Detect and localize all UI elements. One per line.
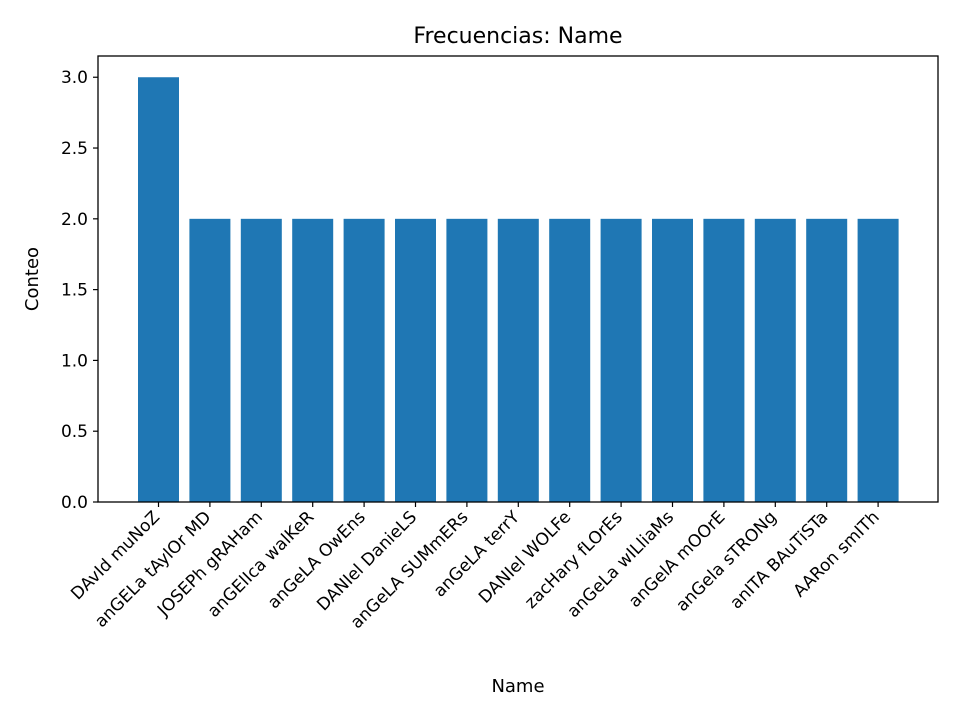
bar — [857, 218, 899, 503]
x-axis-label: Name — [491, 676, 544, 697]
y-axis: 0.0 0.5 1.0 1.5 2.0 2.5 3.0 — [61, 68, 98, 513]
y-tick-label: 0.0 — [61, 493, 88, 513]
bar — [497, 218, 539, 503]
bar — [395, 218, 436, 503]
bar — [189, 218, 231, 503]
bar — [754, 218, 796, 503]
bar — [652, 218, 693, 503]
y-axis-label: Conteo — [22, 247, 43, 311]
bar — [703, 218, 745, 503]
y-tick-label: 1.5 — [61, 281, 88, 301]
bar — [343, 218, 385, 503]
bar — [240, 218, 282, 503]
bar — [138, 77, 179, 502]
x-tick-label: DAvId muNoZ — [67, 507, 164, 604]
y-tick-label: 0.5 — [61, 422, 88, 442]
bar — [549, 218, 591, 503]
bar — [446, 218, 488, 503]
bar — [292, 218, 334, 503]
y-tick-label: 1.0 — [61, 351, 88, 371]
y-tick-label: 2.5 — [61, 139, 88, 159]
bars-group — [138, 77, 899, 503]
x-tick-label: DANIel WOLFe — [475, 507, 575, 607]
bar — [806, 218, 848, 503]
y-tick-label: 3.0 — [61, 68, 88, 88]
chart-title: Frecuencias: Name — [413, 24, 622, 49]
bar — [600, 218, 642, 503]
y-tick-label: 2.0 — [61, 210, 88, 230]
